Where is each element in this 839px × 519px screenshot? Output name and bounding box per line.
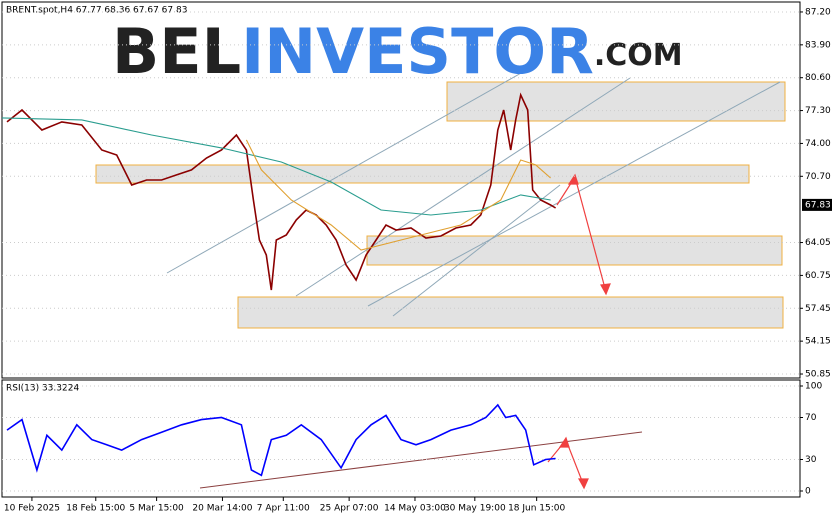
y-tick-label: 87.20 bbox=[805, 7, 831, 17]
arrows bbox=[547, 173, 611, 490]
rsi-trend-line bbox=[199, 431, 643, 489]
zone bbox=[95, 164, 750, 184]
y-tick-label: 50.85 bbox=[805, 370, 831, 380]
trend-line bbox=[295, 77, 631, 297]
trend-line bbox=[392, 184, 561, 317]
rsi-panel bbox=[1, 379, 801, 498]
y-tick-label: 100 bbox=[805, 381, 822, 391]
watermark: BELINVESTOR.COM bbox=[112, 15, 683, 88]
x-tick-label: 10 Feb 2025 bbox=[4, 504, 60, 514]
arrow-head bbox=[567, 173, 579, 185]
trend-line bbox=[367, 81, 781, 307]
x-tick-label: 18 Feb 15:00 bbox=[66, 504, 125, 514]
arrow bbox=[556, 175, 607, 293]
arrow-head bbox=[600, 283, 611, 296]
arrow-head bbox=[577, 478, 589, 490]
y-tick-label: 70.70 bbox=[805, 172, 831, 182]
zone bbox=[446, 81, 786, 122]
y-tick-label: 0 bbox=[805, 487, 811, 497]
y-tick-label: 57.45 bbox=[805, 304, 831, 314]
series-line bbox=[6, 92, 557, 291]
price-tag-label: 67.83 bbox=[805, 200, 831, 210]
series-line bbox=[6, 403, 556, 477]
y-tick-label: 80.60 bbox=[805, 73, 831, 83]
x-tick-label: 25 Apr 07:00 bbox=[320, 504, 379, 514]
y-tick-label: 54.15 bbox=[805, 337, 831, 347]
main-panel bbox=[1, 1, 801, 379]
rsi-title: RSI(13) 33.3224 bbox=[6, 384, 79, 394]
x-tick-label: 7 Apr 11:00 bbox=[257, 504, 310, 514]
arrow-head bbox=[558, 436, 570, 448]
y-tick-label: 74.00 bbox=[805, 139, 831, 149]
y-tick-label: 60.75 bbox=[805, 271, 831, 281]
watermark-part: .COM bbox=[594, 38, 683, 73]
watermark-part: BEL bbox=[112, 15, 241, 88]
y-tick-label: 83.90 bbox=[805, 40, 831, 50]
x-tick-label: 30 May 19:00 bbox=[444, 504, 506, 514]
zones bbox=[95, 81, 786, 329]
x-tick-label: 20 Mar 14:00 bbox=[192, 504, 252, 514]
y-tick-label: 70 bbox=[805, 413, 817, 423]
trend-lines bbox=[166, 67, 781, 489]
y-tick-label: 64.05 bbox=[805, 238, 831, 248]
price-tag bbox=[802, 198, 832, 211]
zone bbox=[366, 235, 783, 266]
y-tick-label: 77.30 bbox=[805, 106, 831, 116]
watermark-part: INVESTOR bbox=[241, 15, 594, 88]
series-line bbox=[1, 117, 551, 216]
series-line bbox=[245, 139, 551, 251]
trend-line bbox=[166, 67, 531, 274]
x-tick-label: 5 Mar 15:00 bbox=[129, 504, 184, 514]
x-tick-label: 18 Jun 15:00 bbox=[508, 504, 565, 514]
chart-title: BRENT.spot,H4 67.77 68.36 67.67 67.83 bbox=[6, 6, 187, 16]
x-tick-label: 14 May 03:00 bbox=[384, 504, 446, 514]
zone bbox=[237, 296, 784, 329]
y-tick-label: 30 bbox=[805, 455, 817, 465]
